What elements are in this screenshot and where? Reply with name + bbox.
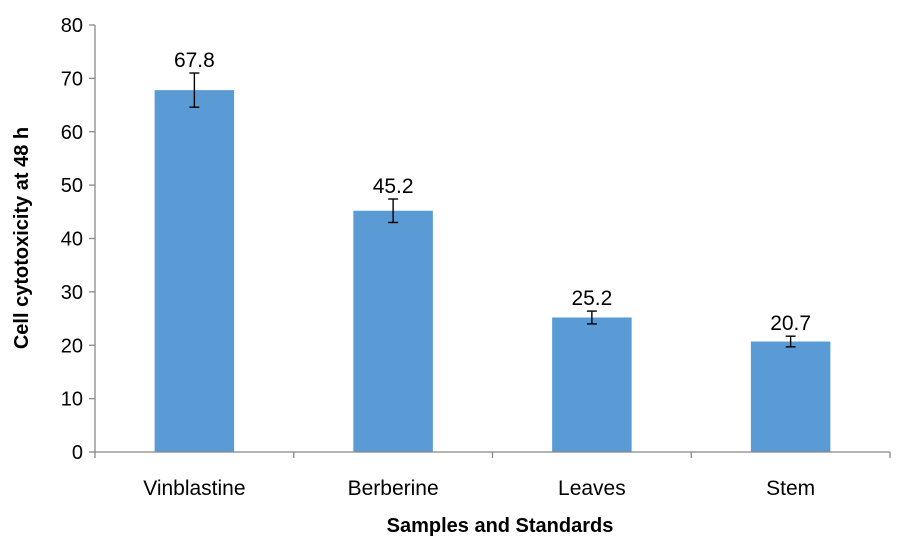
data-label: 67.8 xyxy=(174,49,215,72)
y-tick-label: 30 xyxy=(61,282,83,304)
bar xyxy=(353,210,433,452)
category-label: Vinblastine xyxy=(143,477,245,500)
y-tick-label: 60 xyxy=(61,122,83,144)
category-label: Stem xyxy=(766,477,815,500)
data-label: 45.2 xyxy=(373,175,414,198)
y-tick-label: 0 xyxy=(72,442,83,464)
y-tick-label: 50 xyxy=(61,175,83,197)
y-axis-title: Cell cytotoxicity at 48 h xyxy=(11,127,33,349)
bar xyxy=(552,317,632,452)
y-tick-label: 80 xyxy=(61,15,83,37)
bar xyxy=(154,90,235,453)
data-label: 20.7 xyxy=(770,312,811,335)
y-tick-label: 20 xyxy=(61,335,83,357)
y-tick-label: 10 xyxy=(61,389,83,411)
x-axis: Vinblastine Berberine Leaves Stem xyxy=(94,451,891,500)
category-label: Leaves xyxy=(558,477,626,500)
data-label: 25.2 xyxy=(571,287,612,310)
x-axis-title: Samples and Standards xyxy=(387,515,614,537)
category-label: Berberine xyxy=(348,477,439,500)
bar xyxy=(750,341,831,452)
bars: 67.8 45.2 25.2 20.7 xyxy=(154,49,831,453)
y-axis: 0 10 20 30 40 50 60 70 80 xyxy=(61,15,96,464)
y-tick-label: 40 xyxy=(61,229,83,251)
y-tick-label: 70 xyxy=(61,68,83,90)
